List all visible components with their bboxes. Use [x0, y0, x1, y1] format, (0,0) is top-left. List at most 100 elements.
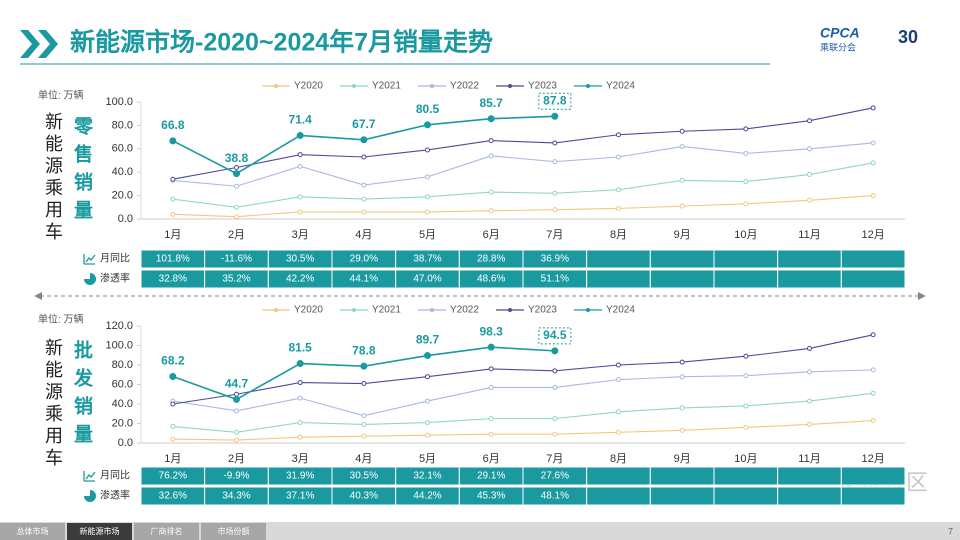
table-value: 44.2% — [413, 491, 441, 502]
legend-label: Y2022 — [450, 81, 479, 92]
side-label: 新能源乘用车 — [43, 112, 63, 244]
data-point — [870, 140, 876, 146]
legend-label: Y2024 — [606, 305, 635, 316]
data-point — [679, 359, 685, 365]
data-point — [743, 353, 749, 359]
x-tick-label: 2月 — [228, 453, 245, 465]
data-point — [361, 413, 367, 419]
data-point — [425, 374, 430, 380]
data-point — [616, 362, 621, 368]
table-value: 34.3% — [222, 491, 250, 502]
y-tick-label: 60.0 — [112, 143, 133, 155]
data-point — [360, 362, 368, 370]
table-cell — [840, 486, 906, 506]
table-cell — [586, 466, 651, 486]
data-point — [807, 146, 812, 152]
table-value: 29.1% — [477, 471, 505, 482]
data-point — [488, 138, 494, 144]
data-point — [170, 401, 176, 407]
data-point — [488, 189, 494, 195]
x-tick-label: 7月 — [546, 453, 563, 465]
legend-marker — [274, 308, 278, 312]
y-tick-label: 40.0 — [112, 398, 133, 410]
x-tick-label: 11月 — [798, 229, 820, 241]
data-point — [361, 182, 367, 188]
data-point — [425, 209, 430, 215]
nav-tab-label: 市场份额 — [218, 526, 250, 536]
series-line — [172, 392, 874, 433]
data-point — [870, 105, 876, 111]
row-label: 月同比 — [100, 470, 130, 482]
data-point — [552, 416, 558, 422]
nav-tab-label: 总体市场 — [17, 526, 49, 536]
table-value: 32.8% — [159, 274, 187, 285]
legend-label: Y2023 — [528, 305, 557, 316]
data-point — [552, 368, 558, 374]
data-point — [169, 373, 177, 381]
data-point — [234, 165, 239, 171]
y-tick-label: 120.0 — [105, 320, 133, 332]
chart-title: 批发销量 — [71, 340, 92, 452]
data-point — [233, 170, 240, 178]
anniversary: 30 — [898, 27, 918, 47]
table-cell — [840, 249, 906, 269]
data-point — [616, 429, 621, 435]
y-tick-label: 60.0 — [112, 378, 133, 390]
table-value: 30.5% — [286, 254, 314, 265]
side-label: 新能源乘用车 — [43, 338, 63, 470]
data-point — [743, 403, 749, 409]
data-point — [679, 374, 685, 380]
data-point — [488, 416, 494, 422]
table-cell — [840, 269, 906, 289]
series-line — [172, 420, 874, 441]
table-value: -9.9% — [223, 471, 249, 482]
legend-label: Y2020 — [294, 81, 323, 92]
nav-tab-label: 新能源市场 — [80, 526, 120, 536]
data-point — [170, 436, 176, 442]
x-tick-label: 5月 — [419, 229, 436, 241]
data-label: 66.8 — [161, 118, 185, 132]
nav-tab-label: 厂商排名 — [151, 526, 183, 536]
table-cell — [777, 269, 842, 289]
data-point — [743, 179, 749, 185]
series-line — [172, 107, 874, 180]
data-label: 68.2 — [161, 354, 185, 368]
table-cell — [586, 269, 651, 289]
table-value: 36.9% — [541, 254, 569, 265]
x-tick-label: 1月 — [164, 229, 181, 241]
data-point — [616, 205, 621, 211]
data-point — [297, 163, 303, 169]
x-tick-label: 10月 — [734, 453, 757, 465]
y-tick-label: 100.0 — [105, 96, 133, 108]
data-point — [425, 194, 430, 200]
data-point — [425, 420, 430, 426]
data-label: 67.7 — [352, 117, 376, 131]
pie-icon — [84, 273, 96, 285]
legend-label: Y2021 — [372, 305, 401, 316]
data-point — [616, 377, 621, 383]
data-point — [488, 153, 494, 159]
data-point — [361, 381, 367, 387]
x-tick-label: 12月 — [862, 229, 885, 241]
y-tick-label: 80.0 — [112, 119, 133, 131]
data-point — [234, 408, 239, 414]
data-point — [424, 352, 431, 360]
table-cell — [777, 466, 842, 486]
x-tick-label: 9月 — [674, 453, 691, 465]
data-point — [807, 118, 812, 124]
data-point — [425, 174, 430, 180]
nav-tab — [134, 523, 199, 540]
data-point — [552, 207, 558, 213]
data-point — [234, 391, 239, 397]
data-point — [807, 398, 812, 404]
data-point — [361, 209, 367, 215]
x-tick-label: 12月 — [862, 453, 885, 465]
data-point — [743, 126, 749, 132]
data-point — [870, 367, 876, 373]
data-point — [297, 395, 303, 401]
table-cell — [713, 486, 779, 506]
data-point — [425, 147, 430, 153]
data-point — [297, 209, 303, 215]
y-tick-label: 0.0 — [118, 437, 133, 449]
